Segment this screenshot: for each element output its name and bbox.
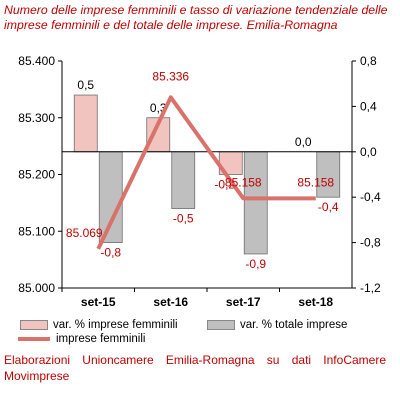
left-tick-label: 85.300 xyxy=(18,111,55,125)
legend-label-female-var: var. % imprese femminili xyxy=(53,319,178,331)
x-tick-label: set-17 xyxy=(226,295,261,309)
left-tick-label: 85.100 xyxy=(18,224,55,238)
line-female-count-label: 85.158 xyxy=(225,175,262,189)
legend-swatch-female-count xyxy=(18,337,50,341)
legend-item-female-var: var. % imprese femminili xyxy=(20,319,178,331)
right-tick-label: -1,2 xyxy=(360,281,381,295)
left-tick-label: 85.000 xyxy=(18,281,55,295)
bar-total-var-label: -0,4 xyxy=(318,200,339,214)
source-note: Elaborazioni Unioncamere Emilia-Romagna … xyxy=(4,353,386,383)
x-tick-label: set-16 xyxy=(153,295,188,309)
left-tick-label: 85.200 xyxy=(18,168,55,182)
legend-label-female-count: imprese femminili xyxy=(56,333,146,345)
right-tick-label: -0,8 xyxy=(360,236,381,250)
line-female-count xyxy=(96,95,316,250)
right-tick-label: 0,8 xyxy=(360,54,377,68)
line-female-count-label: 85.069 xyxy=(66,226,103,240)
legend-label-total-var: var. % totale imprese xyxy=(240,319,348,331)
legend-swatch-total-var xyxy=(207,320,235,330)
bar-total-var xyxy=(98,151,123,244)
right-tick-label: -0,4 xyxy=(360,190,381,204)
bar-total-var-label: -0,8 xyxy=(100,246,121,260)
bar-female-var-label: 0,0 xyxy=(295,135,312,149)
bar-total-var-label: -0,5 xyxy=(173,212,194,226)
legend-item-total-var: var. % totale imprese xyxy=(207,319,347,331)
left-tick-label: 85.400 xyxy=(18,54,55,68)
x-tick-label: set-18 xyxy=(298,295,333,309)
bar-female-var xyxy=(73,94,98,153)
right-tick-label: 0,0 xyxy=(360,145,377,159)
bar-female-var-label: 0,5 xyxy=(77,78,94,92)
chart-title: Numero delle imprese femminili e tasso d… xyxy=(4,3,388,32)
legend-swatch-female-var xyxy=(20,320,48,330)
bar-total-var xyxy=(243,151,268,255)
line-female-count-label: 85.158 xyxy=(297,175,334,189)
x-tick-label: set-15 xyxy=(81,295,116,309)
bar-total-var xyxy=(171,151,196,209)
right-tick-label: 0,4 xyxy=(360,99,377,113)
bar-total-var-label: -0,9 xyxy=(245,257,266,271)
legend-item-female-count: imprese femminili xyxy=(18,333,145,345)
line-female-count-label: 85.336 xyxy=(152,69,189,83)
